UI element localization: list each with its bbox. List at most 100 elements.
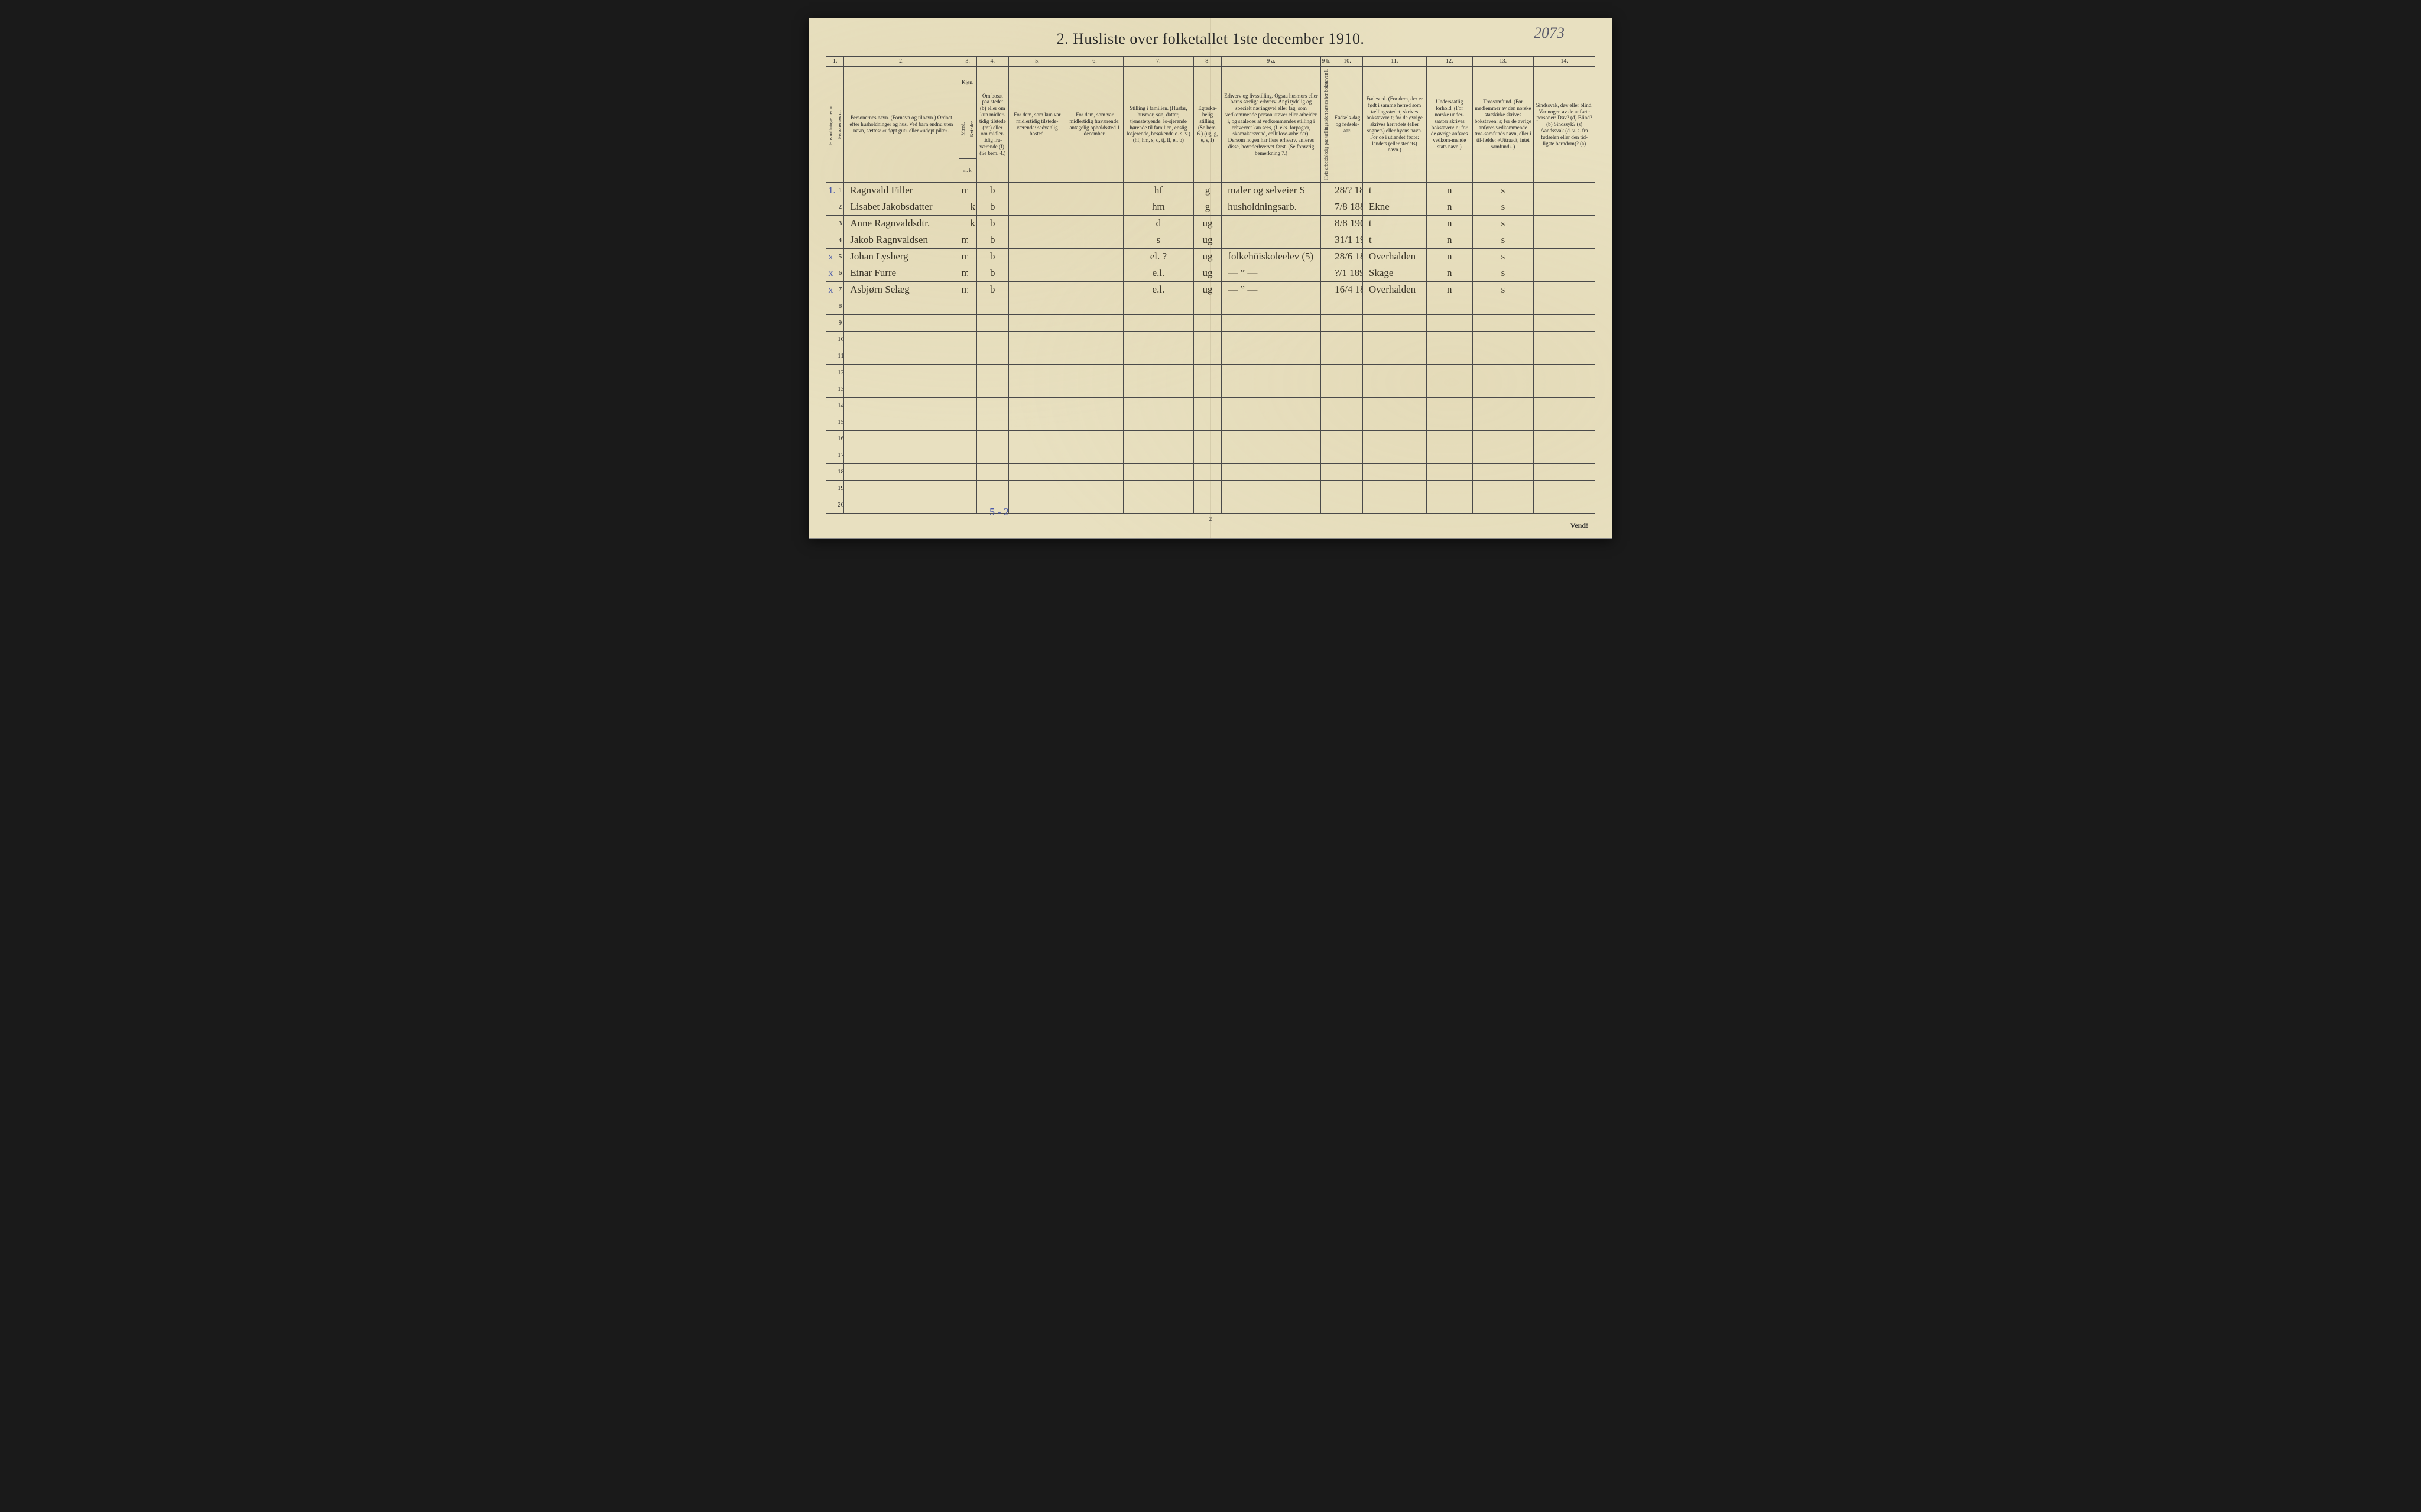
empty-cell [968,398,976,414]
empty-cell [968,431,976,447]
empty-cell [1332,431,1363,447]
table-row: 15 [826,414,1595,431]
sex-m [959,216,968,232]
person-nr: 7 [835,282,844,298]
empty-cell [1362,481,1426,497]
temp-absent [1066,232,1123,249]
empty-cell [1472,348,1534,365]
colnum-10: 10. [1332,57,1363,67]
empty-cell [1320,481,1332,497]
empty-cell [1222,398,1320,414]
margin-mark [826,199,835,216]
empty-cell [1534,298,1595,315]
empty-cell [1362,298,1426,315]
empty-cell [1193,348,1222,365]
colnum-9b: 9 b. [1320,57,1332,67]
empty-cell [1426,398,1472,414]
colnum-3: 3. [959,57,976,67]
household-nr [826,381,835,398]
empty-cell [1332,315,1363,332]
person-nr: 9 [835,315,844,332]
person-nr: 18 [835,464,844,481]
household-nr [826,447,835,464]
marital: g [1193,183,1222,199]
colnum-7: 7. [1124,57,1194,67]
empty-cell [976,315,1008,332]
colnum-6: 6. [1066,57,1123,67]
empty-cell [968,447,976,464]
residence: b [976,232,1008,249]
empty-cell [844,398,959,414]
table-row: 18 [826,464,1595,481]
hdr-household-nr: Husholdningernes nr. [826,67,835,183]
empty-cell [1193,365,1222,381]
empty-cell [1008,481,1066,497]
family-pos: e.l. [1124,265,1194,282]
column-number-row: 1. 2. 3. 4. 5. 6. 7. 8. 9 a. 9 b. 10. 11… [826,57,1595,67]
form-title: 2. Husliste over folketallet 1ste decemb… [826,30,1595,48]
temp-present [1008,183,1066,199]
colnum-14: 14. [1534,57,1595,67]
citizenship: n [1426,183,1472,199]
empty-cell [959,298,968,315]
empty-cell [1534,398,1595,414]
empty-cell [844,414,959,431]
religion: s [1472,249,1534,265]
empty-cell [1332,481,1363,497]
occupation: husholdningsarb. [1222,199,1320,216]
empty-cell [1534,497,1595,514]
residence: b [976,249,1008,265]
empty-cell [1332,447,1363,464]
empty-cell [1124,332,1194,348]
empty-cell [844,298,959,315]
hdr-temp-absent: For dem, som var midlertidig fraværende:… [1066,67,1123,183]
temp-present [1008,249,1066,265]
empty-cell [1426,481,1472,497]
temp-absent [1066,282,1123,298]
census-table: 1. 2. 3. 4. 5. 6. 7. 8. 9 a. 9 b. 10. 11… [826,56,1595,514]
temp-absent [1066,249,1123,265]
person-nr: 12 [835,365,844,381]
empty-cell [1362,365,1426,381]
empty-cell [1124,481,1194,497]
table-row: 8 [826,298,1595,315]
empty-cell [844,431,959,447]
colnum-4: 4. [976,57,1008,67]
empty-cell [1534,348,1595,365]
empty-cell [1534,481,1595,497]
sex-k [968,183,976,199]
empty-cell [1222,497,1320,514]
empty-cell [1534,464,1595,481]
empty-cell [959,414,968,431]
sex-m: m [959,249,968,265]
empty-cell [1362,381,1426,398]
table-row: 19 [826,481,1595,497]
table-row: 16 [826,431,1595,447]
temp-absent [1066,265,1123,282]
empty-cell [1222,464,1320,481]
empty-cell [844,381,959,398]
person-name: Lisabet Jakobsdatter [844,199,959,216]
empty-cell [844,481,959,497]
empty-cell [968,381,976,398]
person-nr: 8 [835,298,844,315]
empty-cell [1008,315,1066,332]
empty-cell [1008,365,1066,381]
empty-cell [1222,414,1320,431]
empty-cell [1124,365,1194,381]
empty-cell [1534,365,1595,381]
residence: b [976,183,1008,199]
page-number: 2 [826,516,1595,522]
empty-cell [1332,332,1363,348]
occupation: — ” — [1222,282,1320,298]
empty-cell [1332,365,1363,381]
person-nr: 16 [835,431,844,447]
person-nr: 13 [835,381,844,398]
person-nr: 11 [835,348,844,365]
empty-cell [1193,332,1222,348]
marital: ug [1193,216,1222,232]
empty-cell [1193,447,1222,464]
handwritten-page-id: 2073 [1534,24,1565,42]
colnum-12: 12. [1426,57,1472,67]
marital: ug [1193,265,1222,282]
